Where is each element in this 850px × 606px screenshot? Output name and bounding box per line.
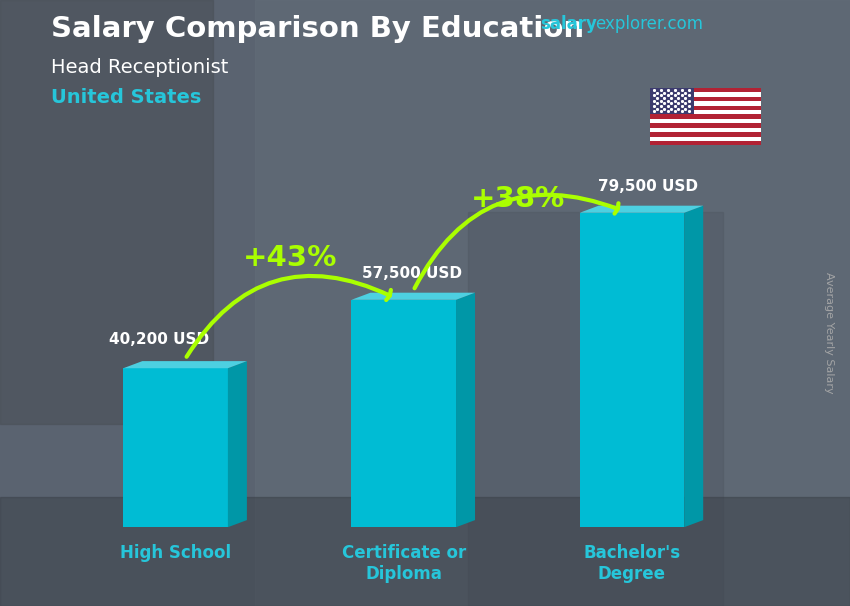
Text: +38%: +38% <box>471 185 565 213</box>
Bar <box>650 97 761 101</box>
Text: 57,500 USD: 57,500 USD <box>362 266 462 281</box>
Bar <box>650 141 761 145</box>
Bar <box>650 132 761 136</box>
Bar <box>650 88 694 115</box>
Bar <box>255 0 850 606</box>
Bar <box>580 213 684 527</box>
Text: Head Receptionist: Head Receptionist <box>51 58 229 76</box>
Polygon shape <box>580 205 703 213</box>
Text: Average Yearly Salary: Average Yearly Salary <box>824 273 834 394</box>
Polygon shape <box>228 361 246 527</box>
Bar <box>0 497 850 606</box>
Text: salary: salary <box>540 15 597 33</box>
Bar <box>468 212 722 606</box>
Bar <box>650 123 761 128</box>
Bar <box>650 136 761 141</box>
Text: United States: United States <box>51 88 201 107</box>
Polygon shape <box>684 205 703 527</box>
Polygon shape <box>123 361 246 368</box>
Bar <box>351 300 456 527</box>
Bar <box>650 128 761 132</box>
Text: +43%: +43% <box>242 244 337 272</box>
Bar <box>650 101 761 105</box>
Polygon shape <box>456 293 475 527</box>
Bar <box>123 368 228 527</box>
Bar <box>650 88 761 92</box>
Bar <box>650 119 761 123</box>
Bar <box>650 110 761 115</box>
Text: 40,200 USD: 40,200 USD <box>109 332 209 347</box>
Text: Salary Comparison By Education: Salary Comparison By Education <box>51 15 584 43</box>
Text: 79,500 USD: 79,500 USD <box>598 179 698 194</box>
Bar <box>650 92 761 97</box>
Bar <box>650 105 761 110</box>
Bar <box>650 115 761 119</box>
Polygon shape <box>351 293 475 300</box>
Text: explorer.com: explorer.com <box>595 15 703 33</box>
Bar <box>0 0 212 424</box>
